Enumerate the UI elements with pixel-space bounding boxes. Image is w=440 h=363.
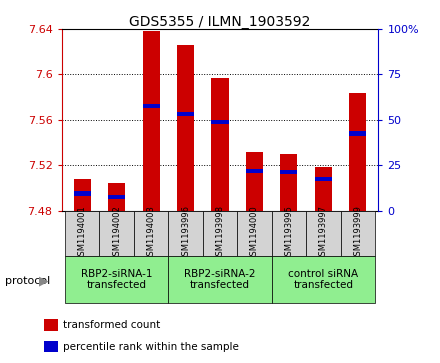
Text: transformed count: transformed count bbox=[62, 320, 160, 330]
Bar bbox=[203, 211, 237, 256]
Bar bbox=[169, 256, 271, 303]
Bar bbox=[315, 167, 332, 211]
Bar bbox=[237, 211, 271, 256]
Text: GSM1193999: GSM1193999 bbox=[353, 205, 362, 261]
Bar bbox=[99, 211, 134, 256]
Text: GSM1193997: GSM1193997 bbox=[319, 205, 328, 261]
Bar bbox=[177, 112, 194, 117]
Bar bbox=[169, 211, 203, 256]
Bar bbox=[73, 179, 91, 211]
Bar bbox=[211, 120, 229, 124]
Text: GSM1193996: GSM1193996 bbox=[181, 205, 190, 261]
Bar bbox=[349, 131, 367, 136]
Bar bbox=[134, 211, 169, 256]
Bar bbox=[143, 104, 160, 109]
Text: GDS5355 / ILMN_1903592: GDS5355 / ILMN_1903592 bbox=[129, 15, 311, 29]
Bar bbox=[341, 211, 375, 256]
Text: protocol: protocol bbox=[5, 276, 51, 286]
Text: ▶: ▶ bbox=[39, 275, 48, 288]
Bar bbox=[271, 211, 306, 256]
Bar bbox=[306, 211, 341, 256]
Bar bbox=[211, 78, 229, 211]
Bar bbox=[177, 45, 194, 211]
Bar bbox=[65, 256, 169, 303]
Text: GSM1194002: GSM1194002 bbox=[112, 205, 121, 261]
Text: GSM1194000: GSM1194000 bbox=[250, 205, 259, 261]
Bar bbox=[65, 211, 99, 256]
Text: RBP2-siRNA-2
transfected: RBP2-siRNA-2 transfected bbox=[184, 269, 256, 290]
Text: GSM1193995: GSM1193995 bbox=[284, 205, 293, 261]
Text: GSM1194001: GSM1194001 bbox=[78, 205, 87, 261]
Text: control siRNA
transfected: control siRNA transfected bbox=[288, 269, 358, 290]
Bar bbox=[108, 195, 125, 199]
Bar bbox=[246, 151, 263, 211]
Bar bbox=[271, 256, 375, 303]
Bar bbox=[280, 170, 297, 174]
Bar bbox=[349, 93, 367, 211]
Text: RBP2-siRNA-1
transfected: RBP2-siRNA-1 transfected bbox=[81, 269, 152, 290]
Text: percentile rank within the sample: percentile rank within the sample bbox=[62, 342, 238, 352]
Bar bbox=[143, 31, 160, 211]
Bar bbox=[246, 168, 263, 173]
Text: GSM1194003: GSM1194003 bbox=[147, 205, 156, 261]
Bar bbox=[44, 319, 58, 331]
Bar bbox=[44, 341, 58, 352]
Text: GSM1193998: GSM1193998 bbox=[216, 205, 224, 261]
Bar bbox=[315, 176, 332, 181]
Bar bbox=[280, 154, 297, 211]
Bar bbox=[73, 191, 91, 196]
Bar bbox=[108, 183, 125, 211]
